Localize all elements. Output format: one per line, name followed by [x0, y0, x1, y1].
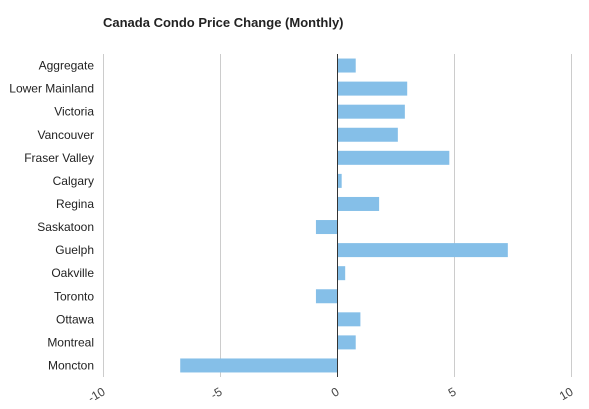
category-label: Lower Mainland	[9, 82, 94, 96]
category-label: Moncton	[48, 358, 94, 372]
bar-saskatoon	[315, 220, 337, 235]
bar-ottawa	[337, 312, 361, 327]
category-label: Saskatoon	[37, 220, 94, 234]
category-label: Vancouver	[38, 128, 94, 142]
category-label: Toronto	[54, 289, 94, 303]
bar-lower-mainland	[337, 81, 408, 96]
category-label: Aggregate	[39, 59, 95, 73]
bar-fraser-valley	[337, 150, 450, 165]
category-label: Regina	[56, 197, 94, 211]
bar-montreal	[337, 335, 356, 350]
x-tick-label: 0	[329, 384, 342, 400]
bar-moncton	[180, 358, 337, 373]
bars	[180, 58, 508, 373]
bar-calgary	[337, 173, 342, 188]
bar-aggregate	[337, 58, 356, 73]
x-tick-labels: -10 -5 0 5 10	[85, 384, 575, 405]
category-label: Fraser Valley	[24, 151, 94, 165]
gridlines	[103, 54, 572, 377]
bar-regina	[337, 196, 380, 211]
category-label: Victoria	[54, 105, 94, 119]
category-labels: Aggregate Lower Mainland Victoria Vancouver…	[9, 59, 94, 373]
bar-toronto	[315, 289, 337, 304]
x-tick-label: 5	[446, 384, 459, 400]
x-tick-label: 10	[557, 384, 576, 403]
category-label: Montreal	[47, 335, 94, 349]
category-label: Ottawa	[56, 312, 94, 326]
x-tick-label: -10	[85, 384, 107, 405]
bar-victoria	[337, 104, 405, 119]
category-label: Calgary	[53, 174, 94, 188]
bar-vancouver	[337, 127, 398, 142]
category-label: Guelph	[55, 243, 94, 257]
bar-guelph	[337, 243, 508, 258]
x-tick-label: -5	[208, 384, 225, 402]
bar-oakville	[337, 266, 346, 281]
category-label: Oakville	[51, 266, 94, 280]
chart-title: Canada Condo Price Change (Monthly)	[103, 15, 344, 30]
